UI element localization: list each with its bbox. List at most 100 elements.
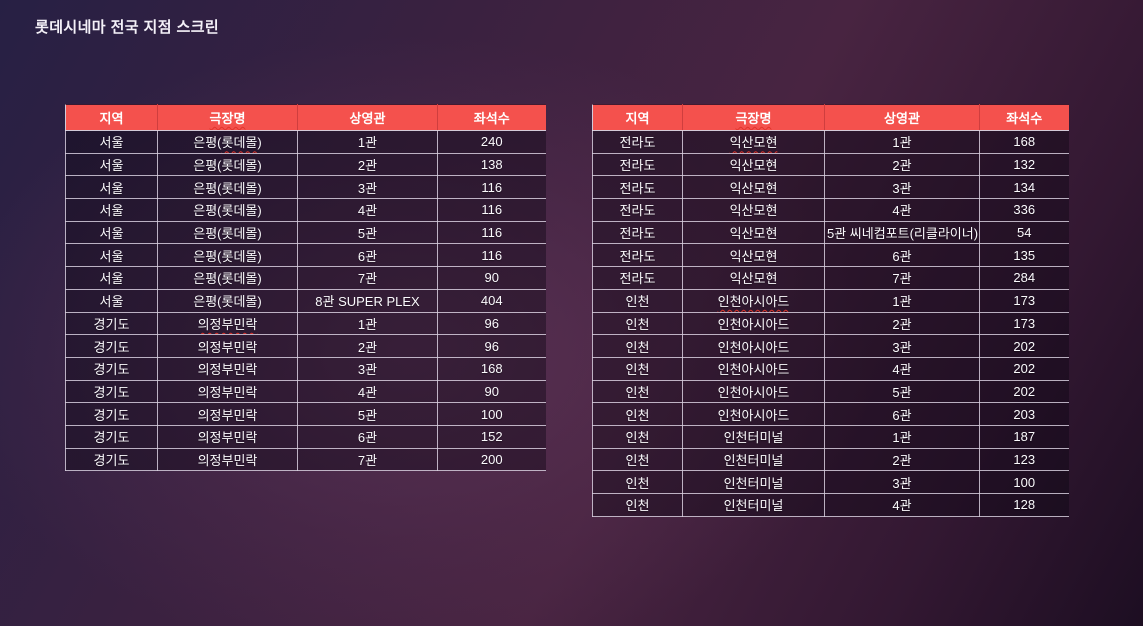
table-cell: 202 xyxy=(979,334,1069,358)
cell-text: 경기도 xyxy=(93,407,130,423)
table-cell: 서울 xyxy=(65,198,158,222)
cell-text: 은평(롯데몰) xyxy=(193,158,262,174)
cell-text: 123 xyxy=(1013,451,1036,467)
cell-text: 익산모현 xyxy=(729,271,778,287)
table-cell: 1관 xyxy=(824,130,980,154)
cell-text: 인천 xyxy=(625,316,650,332)
table-row: 인천 인천터미널 2관 123 xyxy=(592,448,1069,472)
table-row: 경기도 의정부민락 5관 100 xyxy=(65,402,546,426)
cell-text: 인천터미널 xyxy=(723,430,784,446)
cell-text: 2관 xyxy=(357,158,378,174)
table-cell: 익산모현 xyxy=(682,153,825,177)
cell-text: 202 xyxy=(1013,361,1036,377)
cell-text: 1관 xyxy=(357,135,378,151)
table-row: 인천 인천아시아드 3관 202 xyxy=(592,334,1069,358)
cell-text: 116 xyxy=(481,247,503,263)
table-row: 전라도 익산모현 7관 284 xyxy=(592,266,1069,290)
column-header: 좌석수 xyxy=(979,104,1069,131)
table-cell: 인천 xyxy=(592,470,683,494)
table-cell: 의정부민락 xyxy=(157,425,298,449)
table-cell: 8관 SUPER PLEX xyxy=(297,289,438,313)
spellcheck-marked-text: 인천아시아드 xyxy=(717,294,790,310)
table-cell: 4관 xyxy=(824,357,980,381)
table-cell: 5관 xyxy=(297,402,438,426)
table-cell: 인천아시아드 xyxy=(682,380,825,404)
cell-text: 6관 xyxy=(892,248,912,264)
table-cell: 3관 xyxy=(297,175,438,200)
table-cell: 200 xyxy=(437,448,546,472)
table-cell: 3관 xyxy=(297,357,438,381)
cell-text: 54 xyxy=(1017,225,1032,241)
table-row: 경기도 의정부민락 6관 152 xyxy=(65,425,546,449)
table-cell: 의정부민락 xyxy=(157,357,298,381)
table-cell: 경기도 xyxy=(65,380,158,404)
cell-text: 전라도 xyxy=(619,271,656,287)
cell-text: 7관 xyxy=(892,271,912,287)
table-cell: 168 xyxy=(437,357,546,381)
cell-text: 서울 xyxy=(99,158,124,174)
table-cell: 2관 xyxy=(297,334,438,358)
spellcheck-marked-text: 의정부민락 xyxy=(197,316,258,332)
cell-text: 90 xyxy=(484,270,499,286)
table-row: 인천 인천아시아드 6관 203 xyxy=(592,402,1069,426)
cell-text: 상영관 xyxy=(349,111,386,126)
table-cell: 의정부민락 xyxy=(157,312,298,336)
cell-text: 은평(롯데몰) xyxy=(193,135,262,151)
table-cell: 138 xyxy=(437,153,546,177)
table-cell: 134 xyxy=(979,175,1069,200)
table-cell: 익산모현 xyxy=(682,130,825,154)
table-cell: 5관 xyxy=(824,380,980,404)
table-cell: 인천아시아드 xyxy=(682,334,825,358)
cell-text: 좌석수 xyxy=(473,111,510,126)
table-cell: 2관 xyxy=(297,153,438,177)
cell-text: 의정부민락 xyxy=(197,384,258,400)
column-header: 상영관 xyxy=(824,104,980,131)
table-cell: 인천 xyxy=(592,448,683,472)
table-row: 인천 인천터미널 3관 100 xyxy=(592,470,1069,494)
cell-text: 173 xyxy=(1013,315,1036,331)
table-cell: 202 xyxy=(979,357,1069,381)
cell-text: 2관 xyxy=(892,316,912,332)
table-cell: 203 xyxy=(979,402,1069,426)
table-row: 전라도 익산모현 6관 135 xyxy=(592,243,1069,268)
table-cell: 인천아시아드 xyxy=(682,357,825,381)
cell-text: 1관 xyxy=(892,294,912,310)
table-cell: 경기도 xyxy=(65,312,158,336)
table-cell: 전라도 xyxy=(592,198,683,222)
cell-text: 128 xyxy=(1013,497,1036,513)
table-cell: 135 xyxy=(979,243,1069,268)
header-row: 지역 극장명 상영관 좌석수 xyxy=(65,104,546,131)
table-row: 경기도 의정부민락 7관 200 xyxy=(65,448,546,472)
cell-text: 134 xyxy=(1013,179,1036,195)
cell-text: 경기도 xyxy=(93,384,130,400)
cell-text: 5관 xyxy=(357,226,378,242)
table-cell: 90 xyxy=(437,380,546,404)
table-cell: 익산모현 xyxy=(682,198,825,222)
cell-text: 서울 xyxy=(99,226,124,242)
table-cell: 인천터미널 xyxy=(682,470,825,494)
table-cell: 7관 xyxy=(297,448,438,472)
table-cell: 6관 xyxy=(824,402,980,426)
table-cell: 6관 xyxy=(297,425,438,449)
table-cell: 240 xyxy=(437,130,546,154)
cell-text: 은평(롯데몰) xyxy=(193,180,262,196)
cell-text: 서울 xyxy=(99,203,124,219)
table-cell: 96 xyxy=(437,312,546,336)
table-cell: 100 xyxy=(437,402,546,426)
cell-text: 의정부민락 xyxy=(197,362,258,378)
table-cell: 2관 xyxy=(824,448,980,472)
cell-text: 인천아시아드 xyxy=(717,316,790,332)
table-cell: 의정부민락 xyxy=(157,402,298,426)
table-cell: 5관 씨네컴포트(리클라이너) xyxy=(824,221,980,245)
cell-text: 2관 xyxy=(357,339,378,355)
cell-text: 187 xyxy=(1013,429,1036,445)
cell-text: 168 xyxy=(480,361,503,377)
cell-text: 의정부민락 xyxy=(197,430,258,446)
table-cell: 익산모현 xyxy=(682,243,825,268)
table-cell: 경기도 xyxy=(65,357,158,381)
cell-text: 인천 xyxy=(625,362,650,378)
cell-text: 96 xyxy=(484,338,499,354)
table-cell: 전라도 xyxy=(592,243,683,268)
cell-text: 서울 xyxy=(99,180,124,196)
branch-table-right: 지역 극장명 상영관 좌석수 전라도 익산모현 1관 168 전라도 익산모현 2관 132 전라도 익산… xyxy=(592,104,1069,517)
